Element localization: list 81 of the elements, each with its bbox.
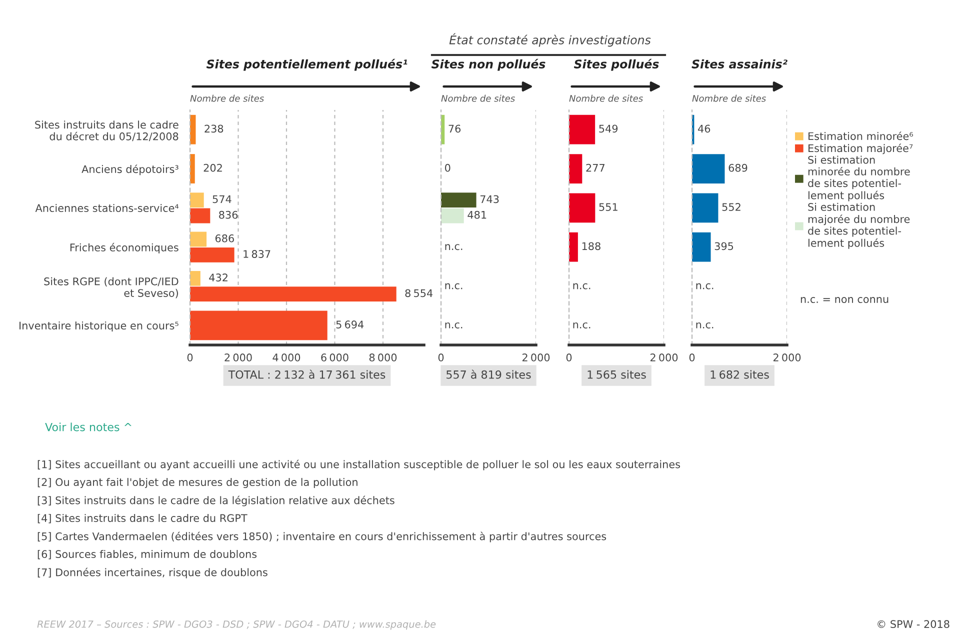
text: n.c. = non connu bbox=[800, 297, 888, 304]
text: n.c. bbox=[696, 322, 714, 328]
text: n.c. bbox=[445, 244, 462, 250]
x-tick-label: 2 000 bbox=[650, 354, 678, 362]
data-label: 689 bbox=[728, 164, 748, 172]
text: n.c. bbox=[445, 322, 462, 328]
legend-label: Si estimation minorée du nombre de sites potentiel- lement pollués bbox=[808, 156, 910, 202]
data-label: 0 bbox=[445, 164, 450, 172]
data-label: 277 bbox=[586, 164, 604, 172]
text: [4] Sites instruits dans le cadre du RGPT bbox=[38, 514, 248, 524]
data-label: 5 694 bbox=[336, 320, 364, 328]
text: [2] Ou ayant fait l'objet de mesures de gestion de la pollution bbox=[38, 478, 358, 488]
text: TOTAL : 2 132 à 17 361 sites bbox=[228, 370, 386, 379]
x-tick-label: 8 000 bbox=[369, 354, 397, 362]
text: [5] Cartes Vandermaelen (éditées vers 1850) ; inventaire en cours d'enrichissement à partir d'autres sources bbox=[38, 532, 606, 542]
y-tick-label: Friches économiques bbox=[70, 242, 178, 254]
text: n.c. bbox=[696, 283, 714, 290]
text: [3] Sites instruits dans le cadre de la législation relative aux déchets bbox=[38, 496, 394, 506]
data-label: 836 bbox=[219, 210, 238, 219]
y-tick-label: Anciens dépotoirs³ bbox=[82, 164, 178, 176]
x-tick-label: 2 000 bbox=[773, 354, 801, 362]
x-axis-title: Nombre de sites bbox=[569, 94, 643, 102]
bar bbox=[692, 232, 711, 262]
text: Voir les notes ^ bbox=[45, 422, 132, 432]
data-label: 481 bbox=[468, 210, 486, 219]
chart-title: Sites non pollués bbox=[431, 58, 546, 71]
y-tick-label: Sites instruits dans le cadre du décret du 05/12/2008 bbox=[35, 120, 178, 142]
data-label: 202 bbox=[204, 164, 222, 172]
y-tick-label: Anciennes stations-service⁴ bbox=[35, 204, 179, 212]
x-tick-label: 0 bbox=[438, 354, 444, 362]
y-tick-label: Sites RGPE (dont IPPC/IED et Seveso) bbox=[44, 277, 178, 298]
x-tick-label: 2 000 bbox=[522, 354, 550, 362]
legend-label: Si estimation majorée du nombre de sites potentiel- lement pollués bbox=[808, 202, 910, 249]
legend-label: Estimation minorée⁶ bbox=[808, 132, 914, 140]
text: [1] Sites accueillant ou ayant accueilli une activité ou une installation susceptible de polluer le sol ou les eaux souterraines bbox=[38, 460, 680, 470]
x-axis-title: Nombre de sites bbox=[441, 94, 515, 102]
x-tick-label: 2 000 bbox=[224, 354, 252, 362]
x-tick-label: 4 000 bbox=[272, 354, 300, 362]
text: 557 à 819 sites bbox=[446, 370, 531, 379]
x-tick-label: 0 bbox=[566, 354, 572, 362]
text: [6] Sources fiables, minimum de doublons bbox=[38, 550, 257, 560]
chart-title: Sites potentiellement pollués¹ bbox=[206, 58, 408, 71]
text: [7] Données incertaines, risque de doublons bbox=[38, 568, 268, 578]
data-label: 76 bbox=[448, 124, 461, 133]
text: © SPW - 2018 bbox=[878, 620, 950, 628]
text: 1 682 sites bbox=[710, 370, 769, 379]
bar bbox=[692, 193, 718, 223]
chart-title: Sites assainis² bbox=[692, 59, 788, 68]
data-label: 8 554 bbox=[405, 289, 433, 298]
text: n.c. bbox=[573, 322, 590, 328]
bar bbox=[569, 154, 582, 184]
x-tick-label: 6 000 bbox=[321, 354, 348, 362]
bar bbox=[569, 193, 596, 223]
data-label: 549 bbox=[599, 124, 618, 133]
data-label: 743 bbox=[480, 195, 499, 204]
bar bbox=[441, 208, 464, 224]
x-tick-label: 0 bbox=[187, 354, 193, 362]
bar bbox=[692, 154, 725, 184]
x-axis-title: Nombre de sites bbox=[692, 94, 766, 102]
bar bbox=[569, 232, 578, 262]
data-label: 238 bbox=[204, 124, 224, 133]
bar bbox=[569, 114, 596, 144]
data-label: 1 837 bbox=[244, 250, 270, 258]
text: 1 565 sites bbox=[588, 370, 646, 379]
data-label: 552 bbox=[722, 203, 740, 211]
data-label: 686 bbox=[215, 234, 234, 242]
legend-label: Estimation majorée⁷ bbox=[808, 144, 913, 154]
x-axis-title: Nombre de sites bbox=[190, 94, 264, 102]
data-label: 46 bbox=[698, 124, 710, 133]
text: n.c. bbox=[445, 283, 462, 290]
data-label: 395 bbox=[714, 242, 734, 250]
x-tick-label: 0 bbox=[689, 354, 695, 362]
data-label: 574 bbox=[212, 195, 232, 204]
text: État constaté après investigations bbox=[449, 33, 651, 47]
y-tick-label: Inventaire historique en cours⁵ bbox=[20, 321, 178, 332]
data-label: 432 bbox=[209, 274, 228, 282]
data-label: 551 bbox=[599, 203, 618, 211]
chart-title: Sites pollués bbox=[574, 58, 659, 71]
text: REEW 2017 – Sources : SPW - DGO3 - DSD ; SPW - DGO4 - DATU ; www.spaque.be bbox=[37, 620, 436, 630]
data-label: 188 bbox=[582, 242, 600, 250]
text: n.c. bbox=[573, 283, 590, 290]
